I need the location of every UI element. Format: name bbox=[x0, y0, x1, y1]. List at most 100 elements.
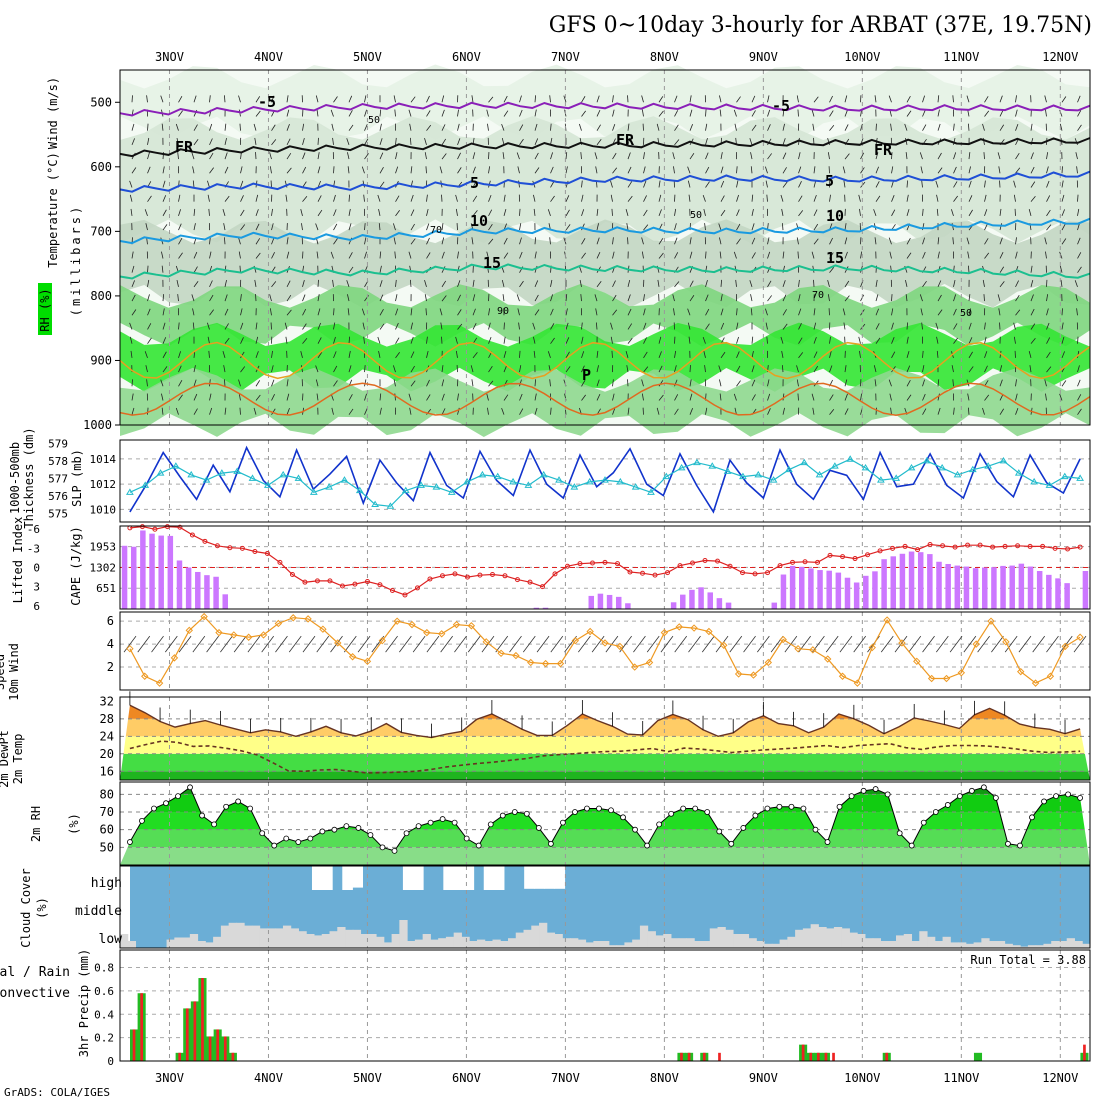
wind-barb bbox=[271, 223, 274, 231]
y-tick-label: 600 bbox=[90, 160, 112, 174]
wind-barb bbox=[891, 308, 894, 316]
wind-barb bbox=[457, 393, 459, 401]
wind-barb bbox=[875, 279, 878, 287]
wind-barb bbox=[736, 223, 741, 231]
cloud-low-bar bbox=[127, 941, 137, 948]
thickness-point bbox=[647, 488, 655, 495]
wind-barb bbox=[627, 323, 633, 330]
wind-barb bbox=[255, 351, 259, 359]
wind-barb bbox=[144, 209, 148, 217]
wind-speed-point bbox=[868, 643, 876, 652]
axis-label: Speed bbox=[0, 654, 7, 690]
wind-barb bbox=[966, 95, 970, 103]
temp-band bbox=[120, 771, 1090, 780]
wind-barb bbox=[733, 393, 737, 401]
wind-barb bbox=[829, 194, 831, 202]
wind-barb bbox=[534, 294, 539, 302]
cloud-low-bar bbox=[220, 925, 230, 948]
cloud-high-bar bbox=[493, 866, 505, 890]
wind-barb bbox=[984, 96, 989, 103]
wind-barb bbox=[984, 110, 990, 117]
wind-barb bbox=[906, 209, 910, 216]
wind-barb bbox=[363, 336, 365, 344]
rh-point bbox=[704, 809, 711, 815]
wind-barb bbox=[720, 152, 723, 160]
wind-barb bbox=[178, 223, 182, 231]
thickness-point bbox=[371, 500, 379, 508]
wind-barb bbox=[269, 308, 272, 316]
cape-bar bbox=[130, 546, 137, 609]
thickness-point bbox=[922, 456, 931, 464]
wind-speed-point bbox=[423, 628, 431, 637]
wind-barb bbox=[457, 251, 459, 259]
wind-barb bbox=[688, 635, 701, 653]
wind-barb bbox=[888, 237, 892, 245]
wind-barb bbox=[705, 152, 709, 160]
wind-barb bbox=[518, 322, 520, 330]
precip-conv-bar bbox=[193, 1001, 197, 1061]
wind-barb bbox=[224, 265, 227, 273]
wind-barb bbox=[441, 393, 445, 401]
temp-band bbox=[120, 736, 1090, 754]
rh-contour-label: 70 bbox=[812, 290, 824, 301]
wind-barb bbox=[612, 393, 615, 401]
wind-barb bbox=[240, 195, 244, 202]
wind-barb bbox=[395, 308, 399, 316]
wind-barb bbox=[689, 237, 692, 245]
precip-total-bar bbox=[973, 1052, 983, 1061]
rh-point bbox=[1029, 814, 1035, 821]
wind-barb bbox=[457, 138, 461, 146]
wind-barb bbox=[751, 110, 756, 117]
lifted-index-point bbox=[740, 570, 746, 576]
cape-bar bbox=[606, 594, 613, 609]
y-tick-label-left: -3 bbox=[27, 542, 40, 555]
wind-barb bbox=[581, 194, 584, 202]
wind-barb bbox=[395, 322, 399, 330]
wind-barb bbox=[875, 181, 880, 188]
wind-speed-point bbox=[259, 631, 268, 639]
wind-speed-point bbox=[853, 679, 862, 687]
wind-barb bbox=[424, 280, 427, 287]
wind-barb bbox=[984, 351, 988, 359]
wind-barb bbox=[853, 635, 867, 653]
wind-speed-point bbox=[586, 627, 594, 636]
wind-barb bbox=[455, 336, 458, 344]
lifted-index-point bbox=[840, 554, 846, 560]
wind-speed-point bbox=[779, 635, 787, 644]
rh-point bbox=[728, 840, 735, 847]
wind-barb bbox=[147, 166, 151, 174]
wind-barb bbox=[379, 167, 384, 174]
wind-barb bbox=[643, 180, 647, 188]
lifted-index-point bbox=[364, 579, 370, 585]
cape-bar bbox=[881, 559, 887, 609]
wind-barb bbox=[441, 408, 446, 415]
y-tick-label: 60 bbox=[100, 823, 114, 837]
wind-barb bbox=[503, 252, 509, 259]
wind-barb bbox=[509, 635, 522, 653]
wind-barb bbox=[193, 379, 197, 387]
wind-barb bbox=[719, 237, 722, 245]
wind-barb bbox=[426, 379, 430, 387]
wind-barb bbox=[302, 294, 306, 302]
wind-barb bbox=[161, 123, 164, 131]
x-tick-label-bottom: 7NOV bbox=[551, 1071, 580, 1085]
wind-barb bbox=[751, 95, 756, 103]
lifted-index-point bbox=[1015, 543, 1021, 549]
x-tick-label-top: 11NOV bbox=[943, 50, 979, 64]
wind-barb bbox=[704, 223, 706, 231]
wind-barb bbox=[829, 252, 834, 259]
wind-barb bbox=[503, 209, 507, 216]
wind-barb bbox=[658, 380, 664, 387]
wind-barb bbox=[581, 351, 585, 358]
wind-barb bbox=[984, 194, 987, 202]
lifted-index-point bbox=[227, 545, 233, 551]
precip-conv-bar bbox=[208, 1036, 212, 1061]
wind-barb bbox=[782, 309, 787, 316]
wind-barb bbox=[302, 166, 307, 174]
wind-barb bbox=[703, 208, 706, 216]
wind-barb bbox=[782, 323, 788, 330]
wind-barb bbox=[254, 137, 257, 145]
wind-barb bbox=[363, 194, 365, 202]
wind-barb bbox=[209, 280, 213, 288]
cape-bar bbox=[625, 603, 631, 609]
